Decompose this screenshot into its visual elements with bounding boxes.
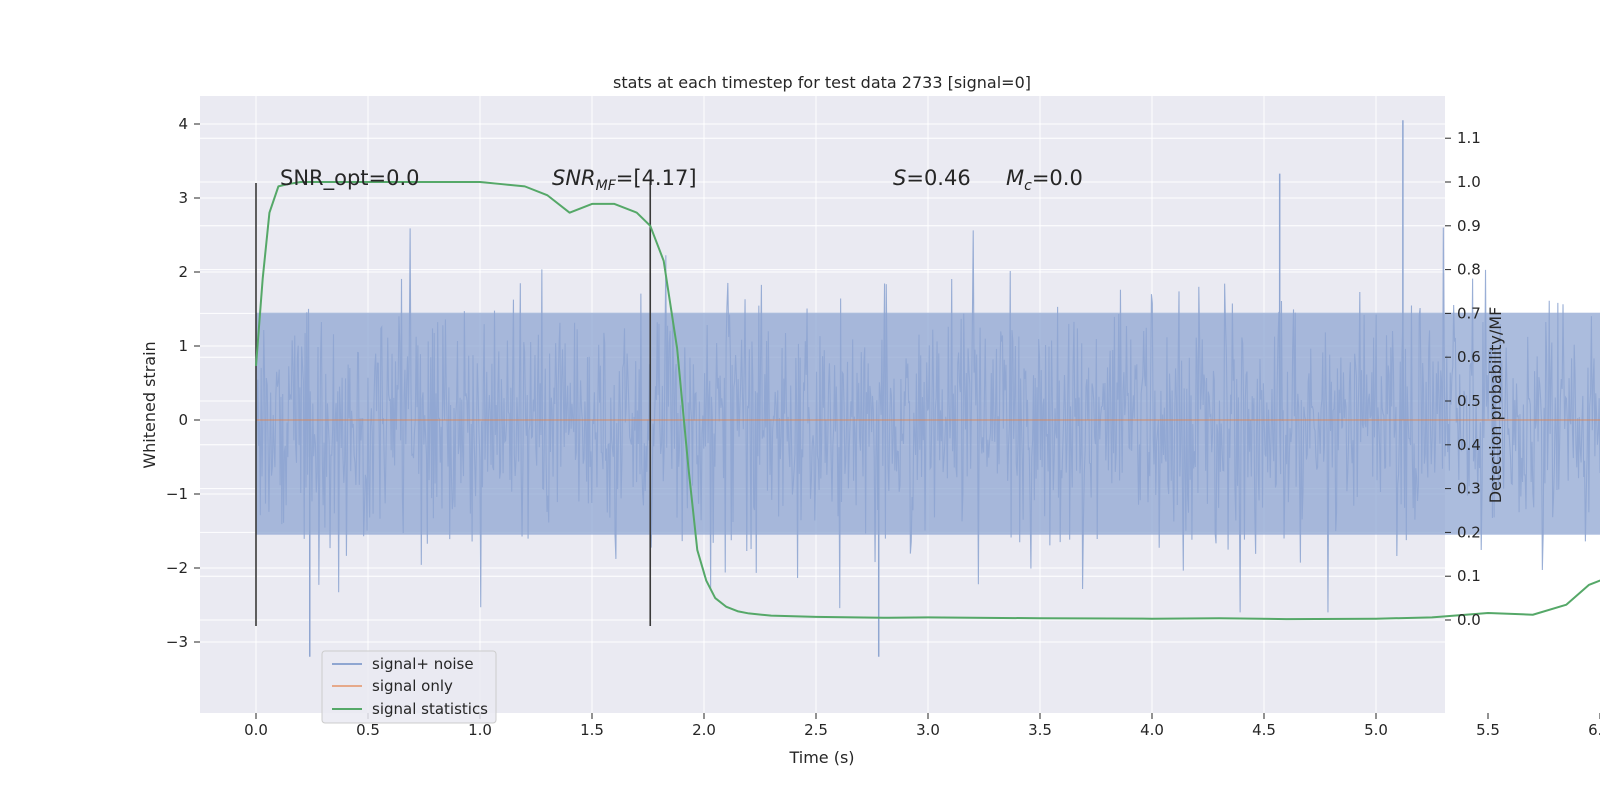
signal-noise-band <box>256 312 1600 535</box>
x-tick-label: 0.0 <box>244 721 268 739</box>
y-tick-label-left: −3 <box>166 633 188 651</box>
x-tick-label: 0.5 <box>356 721 380 739</box>
y-tick-label-right: 0.6 <box>1457 348 1481 366</box>
annotation-s-value: =0.46 <box>906 166 970 190</box>
legend-label-signal-statistics: signal statistics <box>372 700 488 718</box>
x-tick-label: 3.5 <box>1028 721 1052 739</box>
y-tick-label-right: 0.2 <box>1457 523 1481 541</box>
annotation-mc-sub: c <box>1024 178 1032 194</box>
annotation-mc: Mc=0.0 <box>1006 166 1083 194</box>
y-tick-label-right: 0.7 <box>1457 304 1481 322</box>
legend-label-signal-only: signal only <box>372 677 453 695</box>
annotation-snr-mf-value: =[4.17] <box>616 166 697 190</box>
x-tick-label: 4.5 <box>1252 721 1276 739</box>
x-tick-label: 4.0 <box>1140 721 1164 739</box>
legend: signal+ noise signal only signal statist… <box>321 650 497 724</box>
annotation-s: S=0.46 <box>893 166 971 190</box>
y-tick-label-left: 0 <box>178 411 188 429</box>
y-tick-label-left: 4 <box>178 115 188 133</box>
y-tick-label-left: −2 <box>166 559 188 577</box>
annotation-snr-mf-sub: MF <box>596 178 617 194</box>
x-tick-label: 1.5 <box>580 721 604 739</box>
legend-label-signal-noise: signal+ noise <box>372 655 474 673</box>
y-tick-label-left: 1 <box>178 337 188 355</box>
y-tick-label-left: 3 <box>178 189 188 207</box>
annotation-mc-value: =0.0 <box>1032 166 1083 190</box>
y-tick-label-right: 0.9 <box>1457 217 1481 235</box>
y-tick-label-right: 0.3 <box>1457 480 1481 498</box>
y-tick-label-right: 0.0 <box>1457 611 1481 629</box>
tick-labels: 0.00.51.01.52.02.53.03.54.04.55.05.56.06… <box>166 115 1600 739</box>
x-tick-label: 6.0 <box>1588 721 1600 739</box>
x-tick-label: 1.0 <box>468 721 492 739</box>
annotation-snr-mf-main: SNR <box>552 166 596 190</box>
annotation-s-main: S <box>893 166 906 190</box>
signal-noise-series <box>255 120 1600 657</box>
annotation-snr-opt: SNR_opt=0.0 <box>280 166 420 191</box>
annotation-snr-mf: SNRMF=[4.17] <box>552 166 697 194</box>
y-axis-label-left: Whitened strain <box>140 341 159 468</box>
legend-box <box>321 650 497 724</box>
y-tick-label-right: 0.8 <box>1457 261 1481 279</box>
y-tick-label-right: 0.4 <box>1457 436 1481 454</box>
annotation-mc-main: M <box>1006 166 1024 190</box>
vertical-markers <box>255 183 652 626</box>
x-tick-label: 2.0 <box>692 721 716 739</box>
y-tick-label-left: 2 <box>178 263 188 281</box>
x-tick-label: 5.0 <box>1364 721 1388 739</box>
x-tick-label: 2.5 <box>804 721 828 739</box>
y-tick-label-right: 0.1 <box>1457 567 1481 585</box>
chart-title: stats at each timestep for test data 273… <box>613 73 1031 92</box>
x-tick-label: 5.5 <box>1476 721 1500 739</box>
signal-statistics-series <box>255 181 1600 621</box>
x-tick-label: 3.0 <box>916 721 940 739</box>
y-tick-label-right: 1.0 <box>1457 173 1481 191</box>
y-tick-label-right: 1.1 <box>1457 129 1481 147</box>
x-axis-label: Time (s) <box>788 748 854 767</box>
y-tick-label-left: −1 <box>166 485 188 503</box>
y-tick-label-right: 0.5 <box>1457 392 1481 410</box>
y-axis-label-right: Detection probability/MF <box>1486 307 1505 504</box>
signal-statistics-line <box>255 181 1600 621</box>
